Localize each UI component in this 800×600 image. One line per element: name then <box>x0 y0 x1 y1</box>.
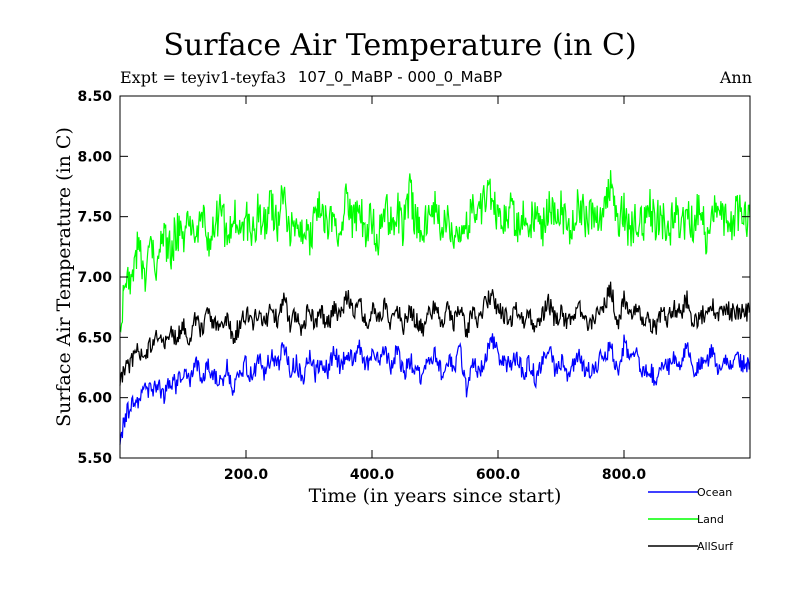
experiment-label: Expt = teyiv1-teyfa3 <box>120 68 287 87</box>
tick-layer: 5.50 6.00 6.50 7.00 7.50 8.00 8.50 200.0 400.0 60… <box>77 89 750 483</box>
series-layer <box>119 170 751 445</box>
x-tick-label: 800.0 <box>602 467 647 483</box>
series-line-land <box>119 170 751 333</box>
y-tick-label: 6.50 <box>77 330 112 346</box>
y-tick-label: 6.00 <box>77 391 112 407</box>
legend-label-ocean: Ocean <box>697 486 732 499</box>
y-tick-label: 7.50 <box>77 210 112 226</box>
legend-label-land: Land <box>697 513 724 526</box>
y-tick-label: 8.50 <box>77 89 112 105</box>
legend-label-allsurf: AllSurf <box>697 540 734 553</box>
chart-title: Surface Air Temperature (in C) <box>163 28 637 63</box>
y-tick-label: 8.00 <box>77 149 112 165</box>
y-axis-label: Surface Air Temperature (in C) <box>53 127 75 427</box>
series-line-allsurf <box>119 281 751 386</box>
x-tick-label: 600.0 <box>476 467 521 483</box>
legend: Ocean Land AllSurf <box>648 486 734 553</box>
plot-frame <box>119 95 751 459</box>
y-tick-label: 5.50 <box>77 451 112 467</box>
series-line-ocean <box>119 333 751 445</box>
y-tick-label: 7.00 <box>77 270 112 286</box>
season-label: Ann <box>719 68 752 87</box>
x-tick-label: 400.0 <box>350 467 395 483</box>
x-axis-label: Time (in years since start) <box>309 485 562 507</box>
period-label: 107_0_MaBP - 000_0_MaBP <box>297 68 503 86</box>
x-tick-label: 200.0 <box>224 467 269 483</box>
